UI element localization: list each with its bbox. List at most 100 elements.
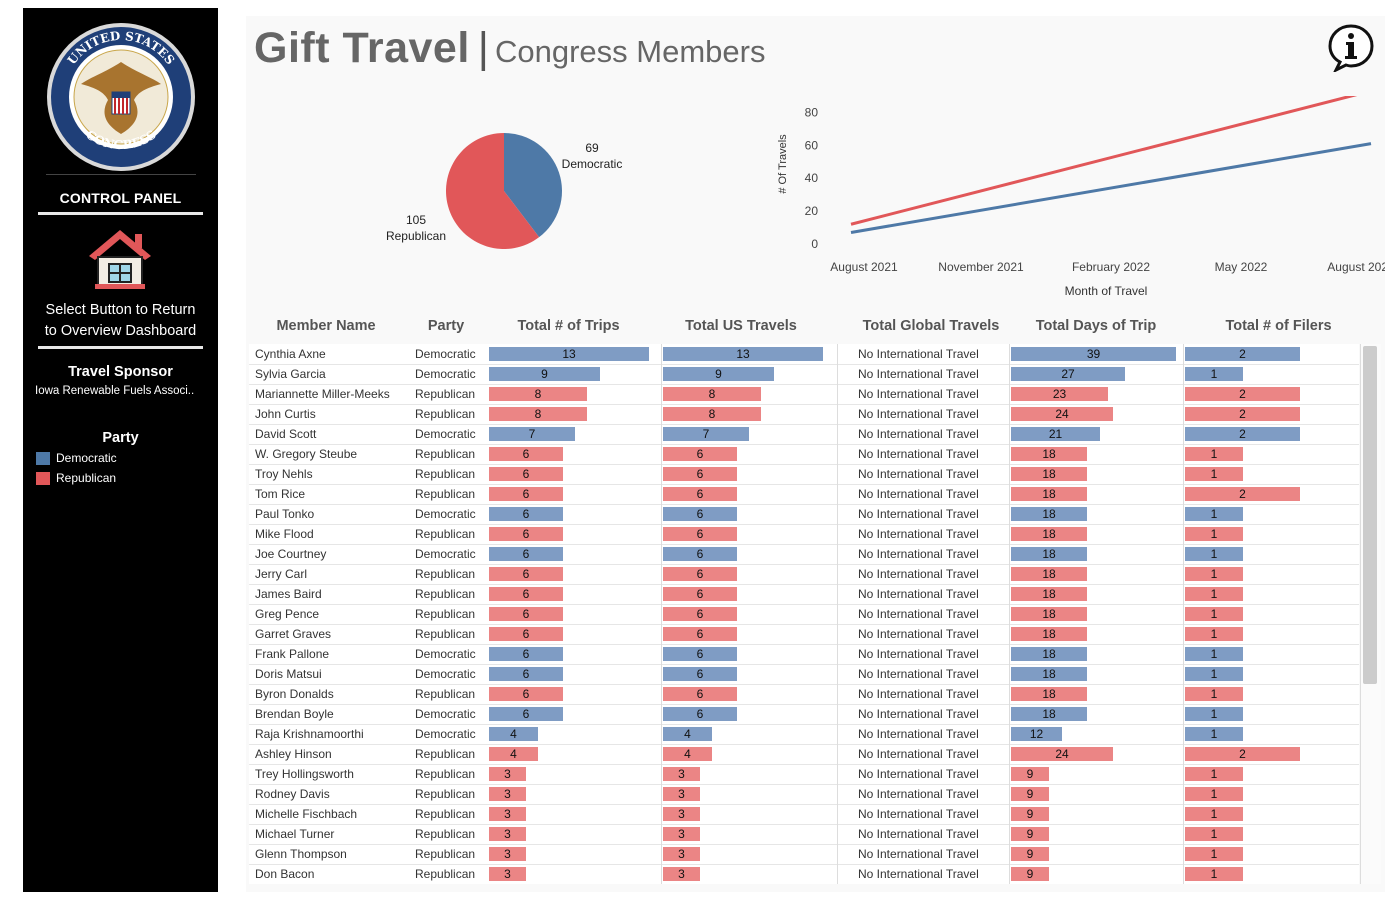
table-row[interactable]: Joe Courtney Democratic 6 6 18 1 No Internatio… bbox=[249, 544, 1359, 565]
days-bar[interactable] bbox=[1011, 507, 1087, 521]
table-row[interactable]: Rodney Davis Republican 3 3 9 1 No Internation… bbox=[249, 784, 1359, 805]
us-bar[interactable] bbox=[663, 507, 737, 521]
filers-bar[interactable] bbox=[1185, 587, 1243, 601]
filers-bar[interactable] bbox=[1185, 567, 1243, 581]
table-row[interactable]: Troy Nehls Republican 6 6 18 1 No Internationa… bbox=[249, 464, 1359, 485]
us-bar[interactable] bbox=[663, 687, 737, 701]
filers-bar[interactable] bbox=[1185, 347, 1300, 361]
us-bar[interactable] bbox=[663, 347, 823, 361]
trips-bar[interactable] bbox=[489, 727, 538, 741]
filers-bar[interactable] bbox=[1185, 847, 1243, 861]
travel-sponsor-filter[interactable]: Iowa Renewable Fuels Associ.. bbox=[35, 385, 195, 397]
days-bar[interactable] bbox=[1011, 447, 1087, 461]
table-row[interactable]: Don Bacon Republican 3 3 9 1 No International … bbox=[249, 864, 1359, 884]
us-bar[interactable] bbox=[663, 547, 737, 561]
us-bar[interactable] bbox=[663, 707, 737, 721]
filers-bar[interactable] bbox=[1185, 807, 1243, 821]
header-total-us-travels[interactable]: Total US Travels bbox=[685, 318, 797, 334]
table-row[interactable]: Glenn Thompson Republican 3 3 9 1 No Internati… bbox=[249, 844, 1359, 865]
days-bar[interactable] bbox=[1011, 627, 1087, 641]
days-bar[interactable] bbox=[1011, 407, 1113, 421]
trips-bar[interactable] bbox=[489, 367, 600, 381]
table-row[interactable]: Greg Pence Republican 6 6 18 1 No Internationa… bbox=[249, 604, 1359, 625]
us-bar[interactable] bbox=[663, 447, 737, 461]
table-row[interactable]: W. Gregory Steube Republican 6 6 18 1 No Inter… bbox=[249, 444, 1359, 465]
filers-bar[interactable] bbox=[1185, 747, 1300, 761]
days-bar[interactable] bbox=[1011, 647, 1087, 661]
header-total-days[interactable]: Total Days of Trip bbox=[1035, 318, 1157, 334]
filers-bar[interactable] bbox=[1185, 447, 1243, 461]
trips-bar[interactable] bbox=[489, 707, 563, 721]
days-bar[interactable] bbox=[1011, 347, 1176, 361]
trips-bar[interactable] bbox=[489, 427, 575, 441]
days-bar[interactable] bbox=[1011, 587, 1087, 601]
filers-bar[interactable] bbox=[1185, 767, 1243, 781]
table-row[interactable]: Doris Matsui Democratic 6 6 18 1 No Internatio… bbox=[249, 664, 1359, 685]
table-row[interactable]: Michael Turner Republican 3 3 9 1 No Internati… bbox=[249, 824, 1359, 845]
trips-bar[interactable] bbox=[489, 407, 587, 421]
table-row[interactable]: Raja Krishnamoorthi Democratic 4 4 12 1 No Int… bbox=[249, 724, 1359, 745]
table-row[interactable]: Trey Hollingsworth Republican 3 3 9 1 No Inter… bbox=[249, 764, 1359, 785]
table-row[interactable]: Tom Rice Republican 6 6 18 2 No International … bbox=[249, 484, 1359, 505]
days-bar[interactable] bbox=[1011, 367, 1125, 381]
days-bar[interactable] bbox=[1011, 827, 1049, 841]
us-bar[interactable] bbox=[663, 607, 737, 621]
days-bar[interactable] bbox=[1011, 387, 1108, 401]
filers-bar[interactable] bbox=[1185, 827, 1243, 841]
table-row[interactable]: Byron Donalds Republican 6 6 18 1 No Internati… bbox=[249, 684, 1359, 705]
days-bar[interactable] bbox=[1011, 687, 1087, 701]
trips-bar[interactable] bbox=[489, 867, 526, 881]
filers-bar[interactable] bbox=[1185, 647, 1243, 661]
trips-bar[interactable] bbox=[489, 667, 563, 681]
days-bar[interactable] bbox=[1011, 867, 1049, 881]
us-bar[interactable] bbox=[663, 827, 700, 841]
filers-bar[interactable] bbox=[1185, 467, 1243, 481]
trips-bar[interactable] bbox=[489, 587, 563, 601]
filers-bar[interactable] bbox=[1185, 487, 1300, 501]
days-bar[interactable] bbox=[1011, 847, 1049, 861]
filers-bar[interactable] bbox=[1185, 627, 1243, 641]
info-icon[interactable] bbox=[1326, 22, 1376, 72]
us-bar[interactable] bbox=[663, 527, 737, 541]
return-to-overview-button[interactable]: Select Button to Return to Overview Dash… bbox=[23, 300, 218, 342]
days-bar[interactable] bbox=[1011, 747, 1113, 761]
trips-bar[interactable] bbox=[489, 627, 563, 641]
us-bar[interactable] bbox=[663, 847, 700, 861]
header-party[interactable]: Party bbox=[427, 318, 465, 334]
us-bar[interactable] bbox=[663, 727, 712, 741]
us-bar[interactable] bbox=[663, 407, 761, 421]
us-bar[interactable] bbox=[663, 667, 737, 681]
us-bar[interactable] bbox=[663, 867, 700, 881]
us-bar[interactable] bbox=[663, 767, 700, 781]
filers-bar[interactable] bbox=[1185, 707, 1243, 721]
trips-bar[interactable] bbox=[489, 467, 563, 481]
filers-bar[interactable] bbox=[1185, 367, 1243, 381]
days-bar[interactable] bbox=[1011, 487, 1087, 501]
trips-bar[interactable] bbox=[489, 687, 563, 701]
table-scroll-thumb[interactable] bbox=[1363, 346, 1377, 684]
trips-bar[interactable] bbox=[489, 747, 538, 761]
us-bar[interactable] bbox=[663, 787, 700, 801]
days-bar[interactable] bbox=[1011, 767, 1049, 781]
days-bar[interactable] bbox=[1011, 787, 1049, 801]
house-icon[interactable] bbox=[87, 226, 153, 290]
trips-bar[interactable] bbox=[489, 347, 649, 361]
table-row[interactable]: Sylvia Garcia Democratic 9 9 27 1 No Internati… bbox=[249, 364, 1359, 385]
trips-bar[interactable] bbox=[489, 807, 526, 821]
series-line-democratic[interactable] bbox=[850, 142, 1372, 234]
header-total-trips[interactable]: Total # of Trips bbox=[517, 318, 620, 334]
days-bar[interactable] bbox=[1011, 667, 1087, 681]
table-row[interactable]: Michelle Fischbach Republican 3 3 9 1 No Inter… bbox=[249, 804, 1359, 825]
table-row[interactable]: Mariannette Miller-Meeks Republican 8 8 23 2 N… bbox=[249, 384, 1359, 405]
us-bar[interactable] bbox=[663, 367, 774, 381]
table-row[interactable]: James Baird Republican 6 6 18 1 No Internation… bbox=[249, 584, 1359, 605]
pie-slice-republican[interactable] bbox=[446, 133, 540, 250]
filers-bar[interactable] bbox=[1185, 427, 1300, 441]
table-row[interactable]: Jerry Carl Republican 6 6 18 1 No Internationa… bbox=[249, 564, 1359, 585]
filers-bar[interactable] bbox=[1185, 507, 1243, 521]
days-bar[interactable] bbox=[1011, 567, 1087, 581]
table-scrollbar[interactable] bbox=[1360, 344, 1381, 884]
days-bar[interactable] bbox=[1011, 607, 1087, 621]
table-row[interactable]: Frank Pallone Democratic 6 6 18 1 No Internati… bbox=[249, 644, 1359, 665]
trips-bar[interactable] bbox=[489, 387, 587, 401]
